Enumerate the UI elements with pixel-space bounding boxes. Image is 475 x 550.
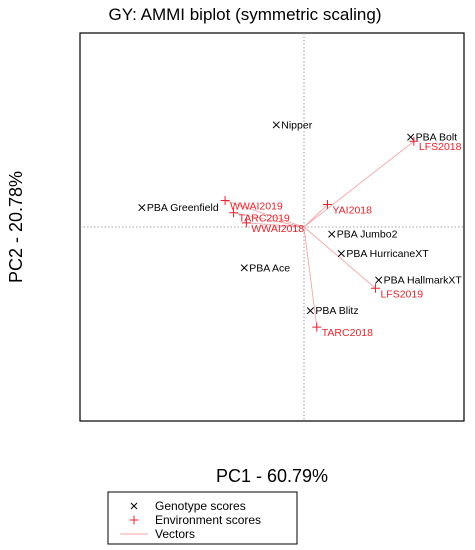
environment-label: TARC2019	[239, 213, 290, 225]
environment-marker	[370, 283, 380, 293]
vector-lfs2019	[303, 226, 376, 289]
environment-marker	[322, 200, 332, 210]
genotype-label: PBA Jumbo2	[337, 229, 398, 241]
genotype-label: Nipper	[281, 119, 312, 131]
legend-label-environment-scores: Environment scores	[155, 513, 261, 527]
environment-point-tarc2018: TARC2018	[312, 322, 373, 339]
environment-point-wwai2019: WWAI2019	[220, 195, 283, 212]
environment-marker	[220, 195, 230, 205]
vector-wwai2018	[246, 222, 305, 228]
genotype-point-pba-bolt: PBA Bolt	[407, 132, 457, 144]
environment-point-lfs2018: LFS2018	[409, 136, 462, 153]
environment-point-yai2018: YAI2018	[322, 200, 372, 217]
genotype-point-pba-greenfield: PBA Greenfield	[138, 202, 219, 214]
environment-label: LFS2018	[419, 141, 462, 153]
genotype-marker	[407, 133, 415, 141]
environment-marker	[241, 218, 251, 228]
environment-marker	[409, 136, 419, 146]
legend-genotype-symbol	[130, 502, 138, 510]
environment-label: YAI2018	[332, 205, 372, 217]
genotype-point-pba-blitz: PBA Blitz	[306, 305, 359, 317]
genotype-points: Nipper PBA Bolt PBA Greenfield PBA Jumbo2 PB…	[138, 119, 462, 317]
genotype-marker	[337, 249, 345, 258]
genotype-point-pba-hallmarkxt: PBA HallmarkXT	[375, 275, 462, 287]
genotype-point-nipper: Nipper	[272, 119, 313, 131]
environment-label: WWAI2019	[230, 200, 283, 212]
vector-tarc2019	[233, 212, 305, 228]
environment-marker	[312, 322, 322, 332]
genotype-label: PBA HurricaneXT	[346, 248, 429, 260]
environment-label: WWAI2018	[251, 223, 304, 235]
environment-marker	[229, 208, 239, 218]
origin-lines	[80, 33, 464, 421]
genotype-label: PBA Greenfield	[147, 202, 219, 214]
genotype-point-pba-jumbo2: PBA Jumbo2	[328, 229, 398, 241]
genotype-label: PBA Bolt	[416, 132, 458, 144]
environment-point-tarc2019: TARC2019	[229, 208, 290, 225]
environment-point-wwai2018: WWAI2018	[241, 218, 304, 235]
genotype-label: PBA HallmarkXT	[384, 275, 463, 287]
legend-box	[107, 491, 298, 545]
genotype-label: PBA Ace	[249, 262, 290, 274]
genotype-marker	[375, 276, 383, 284]
genotype-label: PBA Blitz	[315, 305, 358, 317]
legend-environment-symbol	[129, 515, 139, 525]
environment-label: TARC2018	[322, 327, 373, 339]
genotype-marker	[306, 307, 314, 315]
vector-lfs2018	[303, 140, 415, 228]
genotype-marker	[138, 204, 146, 212]
legend-label-vectors: Vectors	[155, 527, 195, 541]
environment-point-lfs2019: LFS2019	[370, 283, 423, 300]
vector-tarc2018	[303, 226, 318, 328]
chart-title: GY: AMMI biplot (symmetric scaling)	[108, 5, 381, 24]
y-axis-label: PC2 - 20.78%	[6, 171, 26, 283]
legend-label-genotype-scores: Genotype scores	[155, 499, 246, 513]
genotype-marker	[328, 230, 336, 238]
genotype-marker	[240, 264, 248, 272]
genotype-point-pba-hurricanext: PBA HurricaneXT	[337, 248, 429, 260]
environment-label: LFS2019	[380, 288, 423, 300]
genotype-point-pba-ace: PBA Ace	[240, 262, 290, 274]
environment-vectors	[224, 140, 415, 328]
vector-yai2018	[303, 204, 328, 228]
genotype-marker	[272, 121, 280, 129]
vector-wwai2019	[224, 200, 305, 228]
x-axis-label: PC1 - 60.79%	[216, 466, 328, 486]
